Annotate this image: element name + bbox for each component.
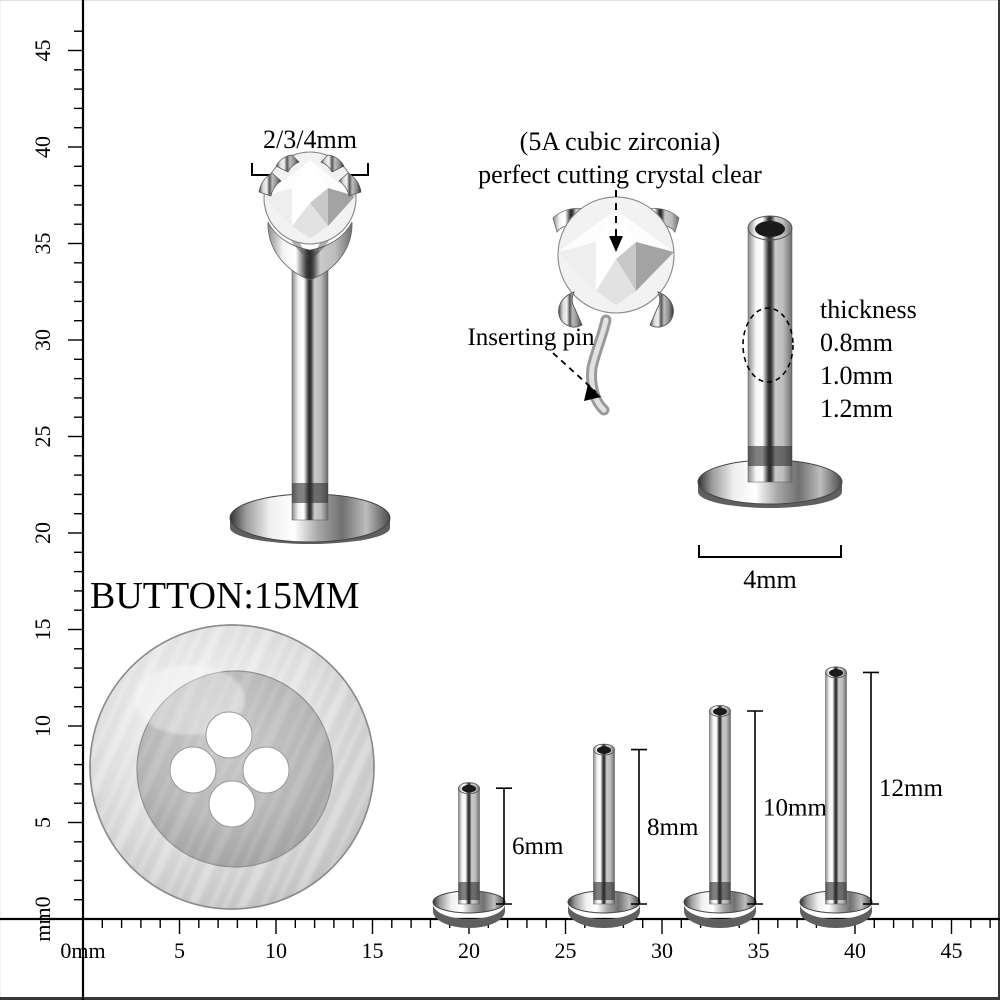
svg-text:6mm: 6mm <box>512 833 564 860</box>
svg-text:20: 20 <box>458 938 480 963</box>
svg-text:mm0: mm0 <box>30 896 55 941</box>
svg-text:20: 20 <box>30 522 55 544</box>
svg-text:10: 10 <box>265 938 287 963</box>
svg-text:1.0mm: 1.0mm <box>820 361 893 390</box>
svg-text:8mm: 8mm <box>647 814 699 841</box>
svg-text:Inserting pin: Inserting pin <box>467 324 595 351</box>
svg-text:30: 30 <box>30 329 55 351</box>
svg-text:(5A cubic zirconia): (5A cubic zirconia) <box>520 127 721 156</box>
svg-text:15: 15 <box>362 938 384 963</box>
svg-text:BUTTON:15MM: BUTTON:15MM <box>90 575 360 617</box>
svg-text:5: 5 <box>30 817 55 828</box>
svg-text:40: 40 <box>30 136 55 158</box>
svg-text:0.8mm: 0.8mm <box>820 328 893 357</box>
svg-text:12mm: 12mm <box>879 775 943 802</box>
svg-text:1.2mm: 1.2mm <box>820 394 893 423</box>
svg-text:35: 35 <box>748 938 770 963</box>
svg-text:45: 45 <box>941 938 963 963</box>
svg-text:15: 15 <box>30 619 55 641</box>
svg-text:perfect cutting crystal clear: perfect cutting crystal clear <box>478 160 762 189</box>
svg-text:0mm: 0mm <box>60 938 105 963</box>
svg-text:2/3/4mm: 2/3/4mm <box>263 125 357 154</box>
svg-text:40: 40 <box>844 938 866 963</box>
svg-text:35: 35 <box>30 233 55 255</box>
svg-text:25: 25 <box>555 938 577 963</box>
svg-text:25: 25 <box>30 426 55 448</box>
svg-text:4mm: 4mm <box>743 565 796 594</box>
svg-text:10mm: 10mm <box>763 795 827 822</box>
svg-text:30: 30 <box>651 938 673 963</box>
svg-text:thickness: thickness <box>820 295 917 324</box>
svg-text:10: 10 <box>30 715 55 737</box>
svg-text:5: 5 <box>174 938 185 963</box>
svg-text:45: 45 <box>30 40 55 62</box>
